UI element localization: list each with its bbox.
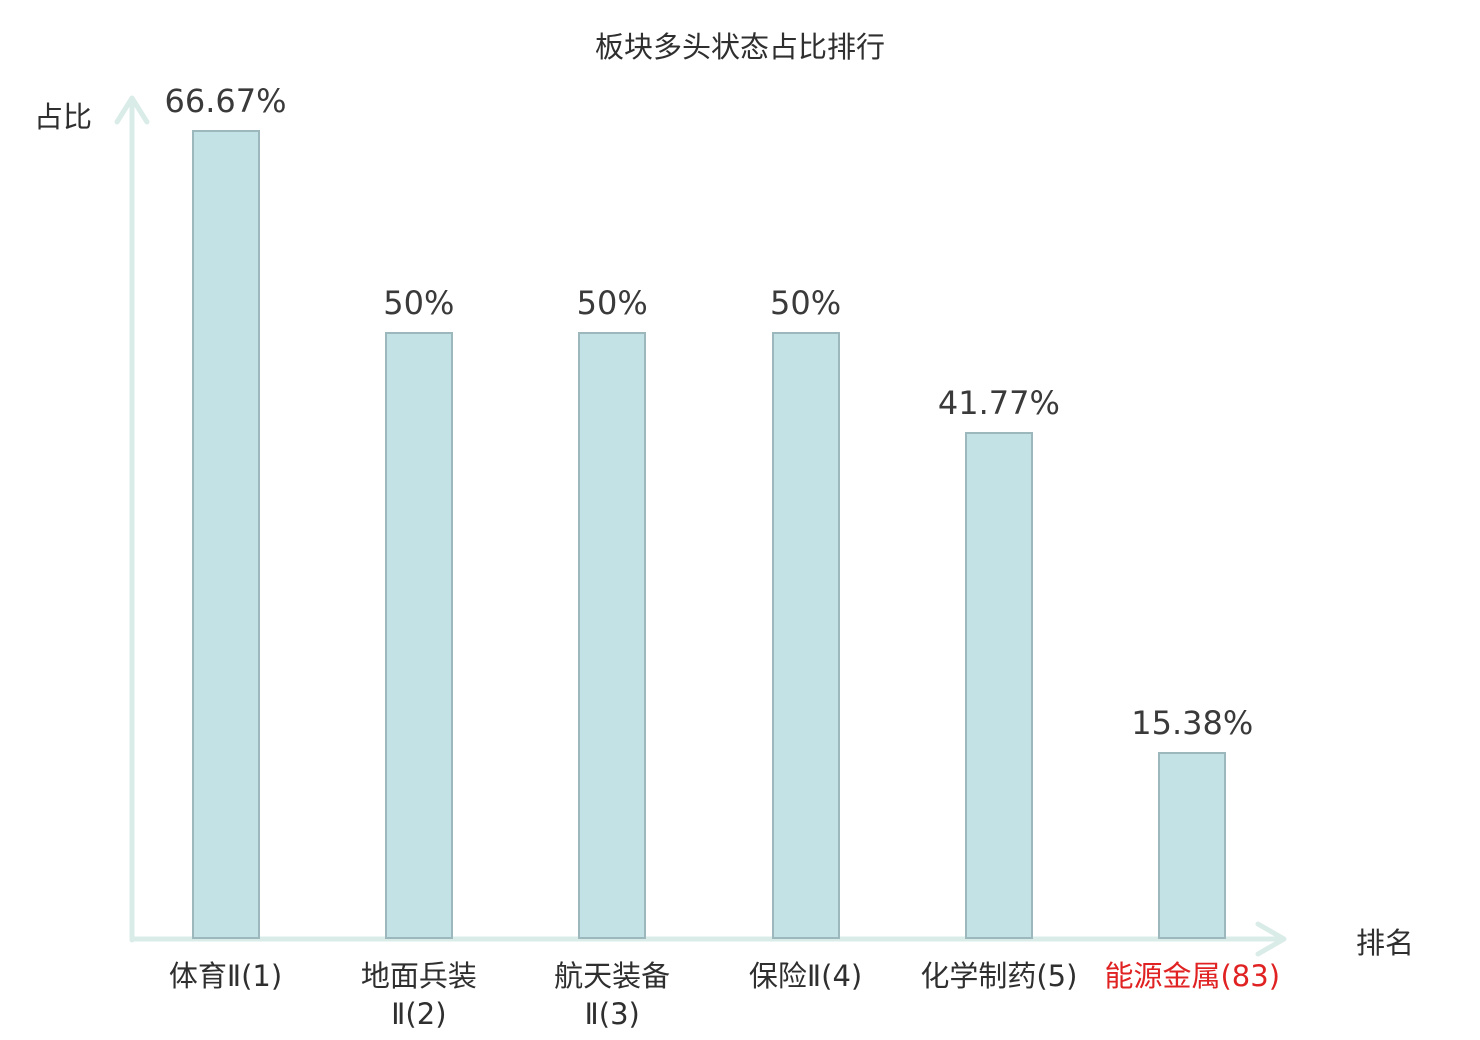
- x-axis-label: 排名: [1356, 926, 1415, 960]
- chart-title: 板块多头状态占比排行: [594, 30, 885, 64]
- y-axis-arrowhead-icon: [114, 95, 150, 125]
- bar-value-label: 41.77%: [937, 384, 1060, 423]
- bar: [1158, 752, 1227, 939]
- bar: [191, 130, 260, 939]
- bar-value-label: 66.67%: [164, 82, 287, 121]
- y-axis-label: 占比: [34, 100, 93, 134]
- bar-category-label: 能源金属(83): [1104, 959, 1281, 993]
- bar: [384, 332, 453, 939]
- bar-category-label: 保险Ⅱ(4): [748, 959, 863, 993]
- bar-value-label: 15.38%: [1131, 704, 1254, 743]
- bar-value-label: 50%: [383, 284, 455, 323]
- bar: [578, 332, 647, 939]
- bar-category-label: 化学制药(5): [920, 959, 1078, 993]
- bar: [771, 332, 840, 939]
- bar-category-label: 航天装备 Ⅱ(3): [554, 959, 671, 1031]
- bar-value-label: 50%: [769, 284, 842, 323]
- x-axis-arrowhead-icon: [1255, 921, 1287, 957]
- bar: [964, 432, 1033, 939]
- bar-category-label: 体育Ⅱ(1): [168, 959, 283, 993]
- bar-value-label: 50%: [576, 284, 648, 323]
- bar-category-label: 地面兵装 Ⅱ(2): [360, 959, 477, 1031]
